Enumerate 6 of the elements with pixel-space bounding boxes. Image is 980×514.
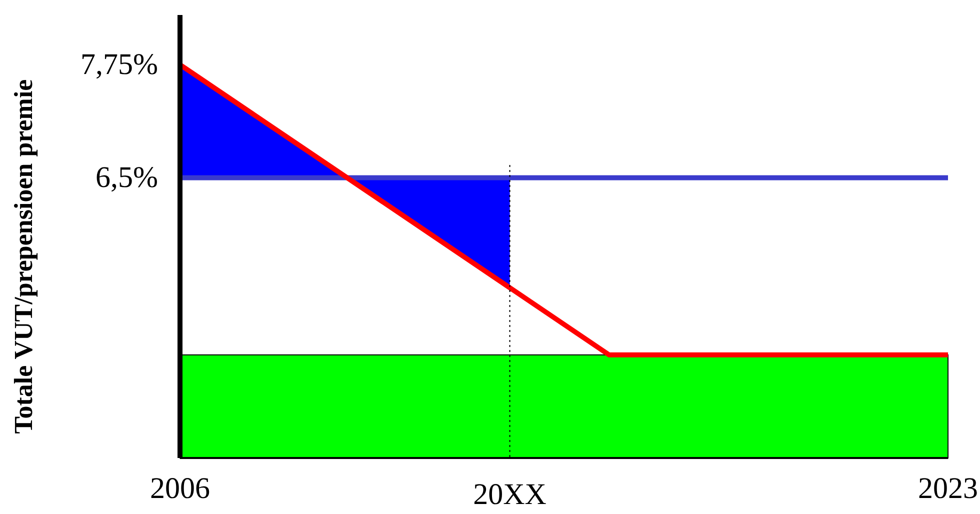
- x-tick-label: 2006: [150, 472, 210, 505]
- x-tick-label: 2023: [918, 472, 978, 505]
- y-tick-label: 6,5%: [96, 161, 158, 194]
- y-tick-label: 7,75%: [80, 48, 158, 82]
- ref-line-label: 20XX: [473, 478, 547, 511]
- y-axis-title: Totale VUT/prepensioen premie: [9, 79, 38, 434]
